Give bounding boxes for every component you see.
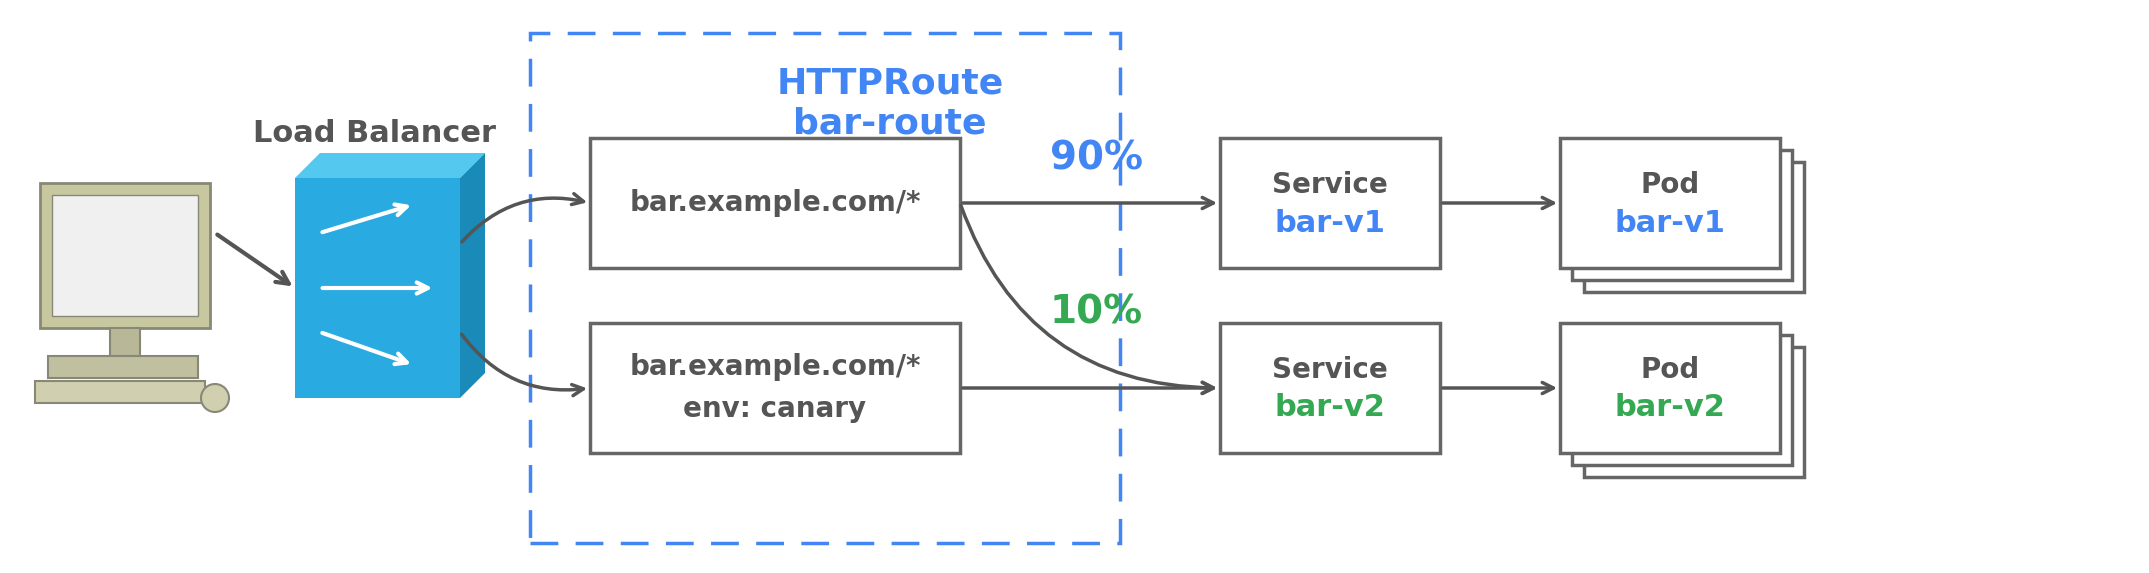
Text: bar-route: bar-route xyxy=(793,106,986,140)
Bar xyxy=(1573,335,1792,465)
Text: bar.example.com/*: bar.example.com/* xyxy=(630,189,920,217)
Bar xyxy=(110,328,140,358)
Bar xyxy=(591,138,961,268)
Bar xyxy=(1560,323,1779,453)
Text: bar-v2: bar-v2 xyxy=(1274,394,1386,422)
Text: 10%: 10% xyxy=(1051,294,1143,332)
Text: Load Balancer: Load Balancer xyxy=(254,119,496,147)
Text: Pod: Pod xyxy=(1640,356,1700,384)
Text: bar-v1: bar-v1 xyxy=(1274,209,1386,237)
Bar xyxy=(591,323,961,453)
Text: bar-v2: bar-v2 xyxy=(1614,394,1726,422)
Text: Service: Service xyxy=(1272,356,1388,384)
Text: bar.example.com/*
env: canary: bar.example.com/* env: canary xyxy=(630,354,920,423)
Bar xyxy=(47,356,198,378)
Bar xyxy=(1221,323,1440,453)
Bar xyxy=(1573,150,1792,280)
Polygon shape xyxy=(294,153,486,178)
Bar xyxy=(34,381,204,403)
Bar xyxy=(1584,162,1803,292)
Circle shape xyxy=(202,384,230,412)
Bar xyxy=(52,195,198,316)
Text: 90%: 90% xyxy=(1051,139,1143,177)
Text: HTTPRoute: HTTPRoute xyxy=(776,66,1004,100)
Bar xyxy=(1560,138,1779,268)
Text: bar-v1: bar-v1 xyxy=(1614,209,1726,237)
Bar xyxy=(41,183,211,328)
Polygon shape xyxy=(460,153,486,398)
Text: Service: Service xyxy=(1272,171,1388,199)
Bar xyxy=(294,178,460,398)
Bar xyxy=(531,33,1120,543)
Bar xyxy=(1584,347,1803,477)
Text: Pod: Pod xyxy=(1640,171,1700,199)
Bar xyxy=(1221,138,1440,268)
